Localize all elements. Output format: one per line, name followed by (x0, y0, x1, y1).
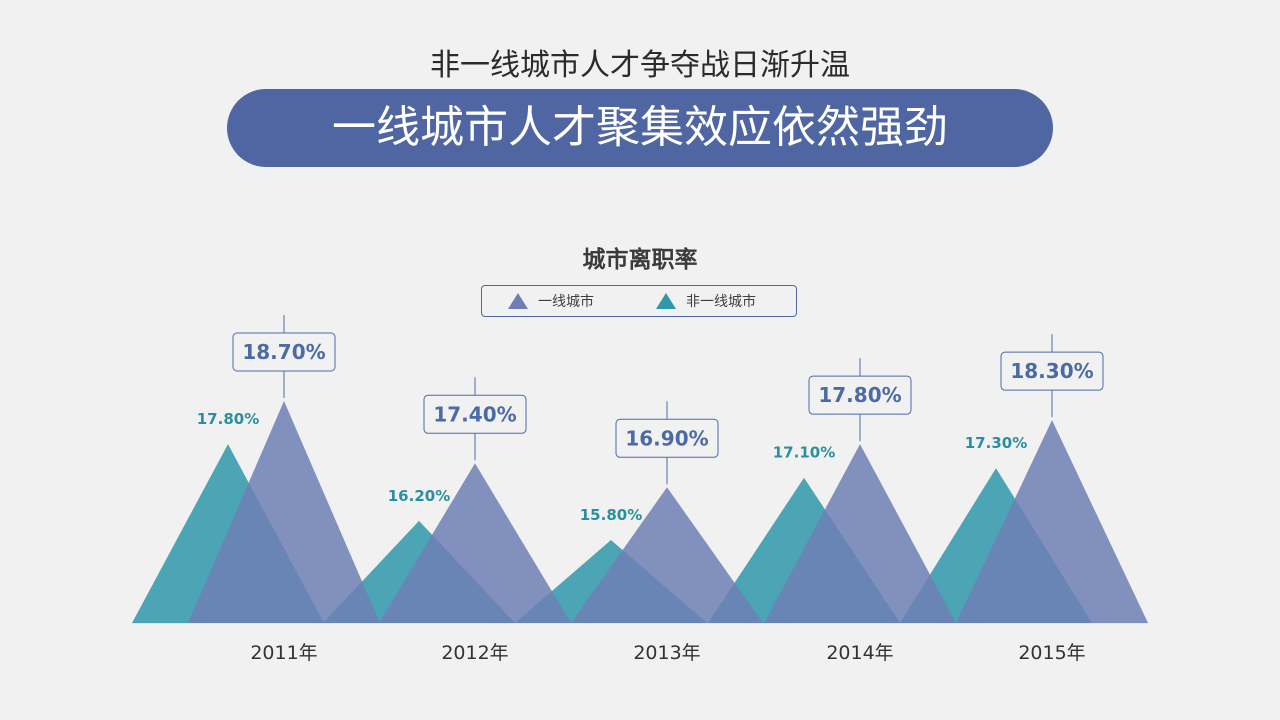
callout-box (808, 375, 912, 415)
non-tier1-data-label: 17.80% (197, 410, 259, 428)
tier1-peak (188, 401, 380, 623)
chart-legend: 一线城市 非一线城市 (481, 285, 797, 317)
callout-box (615, 418, 719, 458)
x-tick-label: 2015年 (1018, 642, 1085, 664)
triangle-marker-icon (508, 293, 528, 309)
chart-title: 城市离职率 (582, 247, 698, 273)
callout-box (423, 394, 527, 434)
callout-box (232, 332, 336, 372)
non-tier1-data-label: 16.20% (388, 487, 450, 505)
triangle-marker-icon (656, 293, 676, 309)
tier1-peak (571, 487, 763, 623)
legend-label: 一线城市 (538, 294, 594, 310)
tier1-data-label: 17.80% (818, 383, 901, 407)
non-tier1-data-label: 17.30% (965, 434, 1027, 452)
tier1-data-label: 18.70% (242, 340, 325, 364)
tier1-data-label: 17.40% (433, 402, 516, 426)
legend-label: 非一线城市 (686, 294, 756, 310)
tier1-data-label: 18.30% (1010, 359, 1093, 383)
legend-item-non-tier1: 非一线城市 (656, 286, 756, 316)
x-tick-label: 2011年 (250, 642, 317, 664)
x-tick-label: 2012年 (441, 642, 508, 664)
tier1-peak (764, 444, 956, 623)
slide-subtitle: 非一线城市人才争夺战日渐升温 (430, 48, 850, 83)
tier1-data-label: 16.90% (625, 426, 708, 450)
callout-box (1000, 351, 1104, 391)
x-tick-label: 2014年 (826, 642, 893, 664)
x-tick-label: 2013年 (633, 642, 700, 664)
non-tier1-data-label: 17.10% (773, 444, 835, 462)
tier1-peak (379, 463, 571, 623)
slide-title: 一线城市人才聚集效应依然强劲 (332, 102, 948, 153)
tier1-peak (956, 420, 1148, 623)
legend-item-tier1: 一线城市 (508, 286, 594, 316)
non-tier1-data-label: 15.80% (580, 506, 642, 524)
title-banner: 一线城市人才聚集效应依然强劲 (227, 89, 1053, 167)
